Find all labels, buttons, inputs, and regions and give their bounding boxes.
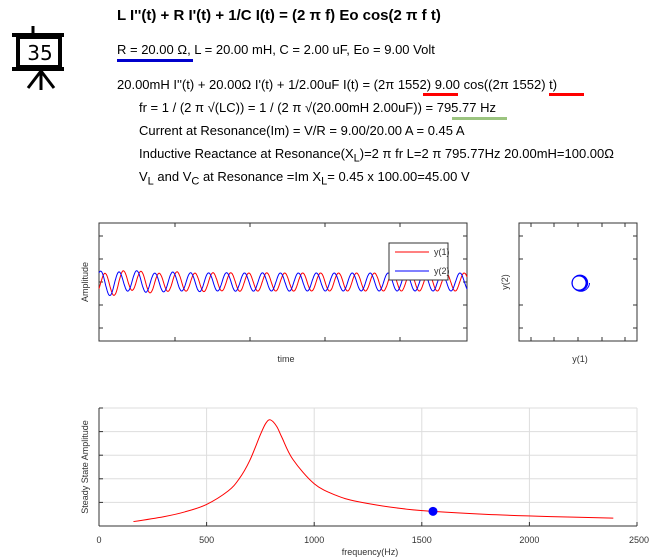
slide-number: 35 [27,41,53,65]
time-plot: y(1) y(2) time Amplitude [80,222,468,364]
substituted-equation: 20.00mH I''(t) + 20.00Ω I'(t) + 1/2.00uF… [117,77,558,92]
legend-label-y1: y(1) [434,247,450,257]
subscript: L [147,175,154,188]
phase-trajectory [571,274,590,292]
x-tick-label: 1500 [412,535,432,545]
y-axis-label: Amplitude [80,262,90,302]
x-tick-label: 2500 [629,535,649,545]
underline-red-2 [549,93,584,96]
series-y1-line [98,270,468,296]
phase-plot: y(1) y(2) [500,222,638,364]
x-axis-label: y(1) [572,354,588,364]
y-axis-label: Steady State Amplitude [80,420,90,514]
voltage-line: VL and VC at Resonance =Im XL= 0.45 x 10… [139,169,470,188]
y-axis-label: y(2) [500,274,510,290]
slide-icon: 35 [8,24,78,94]
text: at Resonance =Im X [199,169,322,184]
subscript: L [353,152,360,165]
underline-red-1 [423,93,458,96]
subscript: L [321,175,328,188]
x-axis-label: frequency(Hz) [342,547,399,557]
subscript: C [191,175,200,188]
resonance-current-line: Current at Resonance(Im) = V/R = 9.00/20… [139,123,465,138]
x-tick-label: 0 [96,535,101,545]
x-axis-label: time [277,354,294,364]
text: )=2 π fr L=2 π 795.77Hz 20.00mH=100.00Ω [359,146,614,161]
text: V [139,169,148,184]
x-tick-label: 2000 [519,535,539,545]
amplitude-curve [133,419,614,523]
underline-green [452,117,507,120]
frequency-response-plot: 0 500 1000 1500 2000 2500 frequency(Hz) Stead… [80,407,649,557]
x-tick-label: 500 [199,535,214,545]
text: = 0.45 x 100.00=45.00 V [327,169,470,184]
underline-blue [117,59,193,62]
resonance-frequency-line: fr = 1 / (2 π √(LC)) = 1 / (2 π √(20.00m… [139,100,496,115]
legend: y(1) y(2) [388,242,450,281]
legend-label-y2: y(2) [434,266,450,276]
drive-frequency-marker [428,506,438,516]
parameters-line: R = 20.00 Ω, L = 20.00 mH, C = 2.00 uF, … [117,42,435,57]
equation-title: L I''(t) + R I'(t) + 1/C I(t) = (2 π f) … [117,7,441,24]
x-tick-label: 1000 [304,535,324,545]
text: and V [153,169,192,184]
inductive-reactance-line: Inductive Reactance at Resonance(XL)=2 π… [139,146,614,165]
text: Inductive Reactance at Resonance(X [139,146,354,161]
